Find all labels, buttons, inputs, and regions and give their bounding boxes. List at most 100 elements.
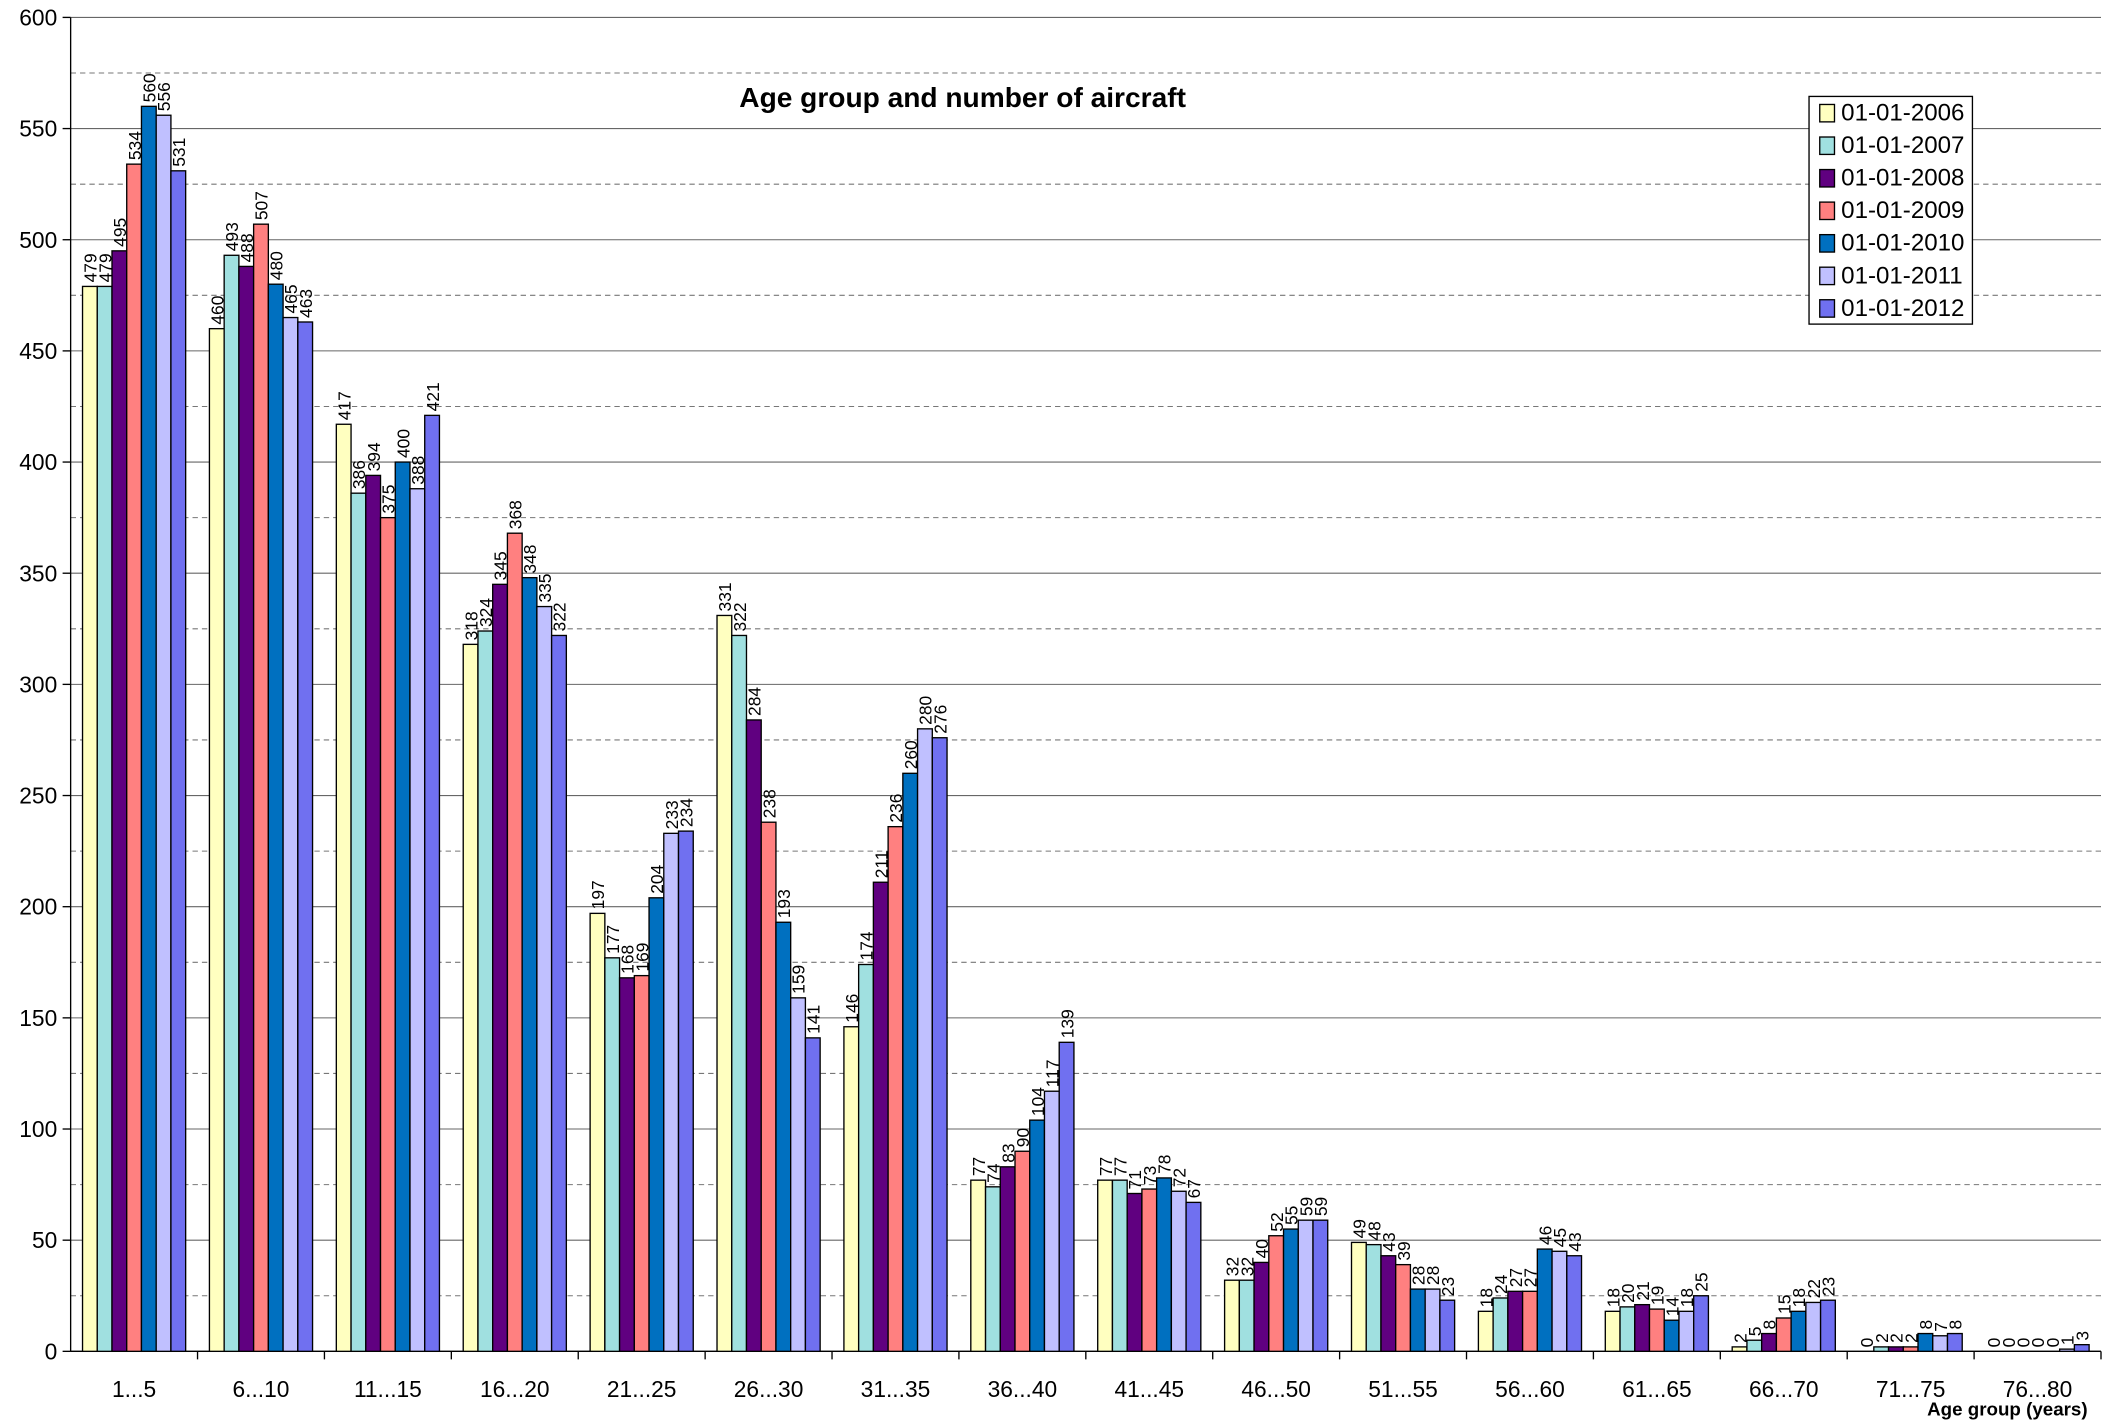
bar (604, 957, 621, 1353)
bar (1819, 1299, 1836, 1353)
data-label: 280 (916, 696, 936, 725)
data-label: 0 (1857, 1338, 1877, 1348)
bar (970, 1179, 987, 1353)
data-label: 27 (1506, 1268, 1526, 1287)
bar (1775, 1317, 1792, 1353)
bar (96, 285, 113, 1353)
data-label: 139 (1057, 1009, 1077, 1038)
y-tick-label: 250 (19, 783, 57, 809)
bar (2058, 1348, 2076, 1353)
x-tick-label: 76...80 (2003, 1376, 2073, 1402)
bar (1932, 1335, 1949, 1353)
bar (1566, 1255, 1583, 1353)
data-label: 331 (715, 582, 735, 611)
data-label: 32 (1223, 1257, 1243, 1276)
data-label: 534 (125, 131, 145, 160)
data-label: 146 (842, 994, 862, 1023)
bar (1477, 1310, 1494, 1353)
bar (1678, 1310, 1695, 1353)
legend-swatch (1819, 103, 1836, 123)
data-label: 234 (677, 798, 697, 827)
bar (424, 414, 441, 1353)
bar (857, 963, 875, 1353)
legend-label: 01-01-2012 (1841, 295, 1964, 322)
bar (126, 163, 143, 1353)
bar (335, 423, 352, 1353)
bar (1126, 1192, 1143, 1353)
data-label: 43 (1565, 1232, 1585, 1251)
bar (297, 321, 314, 1353)
y-tick-label: 0 (45, 1338, 58, 1364)
bar (521, 576, 538, 1353)
data-label: 276 (930, 705, 950, 734)
bar (506, 532, 523, 1353)
data-label: 117 (1043, 1059, 1063, 1087)
bar (843, 1026, 860, 1353)
data-label: 21 (1633, 1281, 1653, 1300)
bar (1521, 1290, 1538, 1353)
y-tick-label: 550 (19, 116, 57, 142)
data-label: 238 (759, 789, 779, 818)
y-tick-label: 150 (19, 1005, 57, 1031)
data-label: 23 (1819, 1277, 1839, 1296)
bar (1029, 1119, 1046, 1353)
legend-swatch (1819, 201, 1836, 221)
bar (282, 316, 299, 1353)
bar (663, 832, 680, 1353)
bar (731, 634, 748, 1353)
data-label: 39 (1394, 1241, 1414, 1260)
x-tick-label: 46...50 (1241, 1376, 1311, 1402)
data-label: 375 (379, 485, 399, 514)
x-tick-label: 66...70 (1749, 1376, 1819, 1402)
bar (1380, 1255, 1397, 1353)
data-label: 479 (81, 253, 101, 282)
data-label: 480 (266, 251, 286, 280)
bar (267, 283, 284, 1353)
bar (1170, 1190, 1187, 1353)
data-label: 421 (423, 382, 443, 411)
data-label: 168 (618, 945, 638, 974)
bar (536, 605, 553, 1353)
data-label: 5 (1745, 1327, 1765, 1337)
data-label: 322 (550, 602, 570, 631)
data-label: 1 (2058, 1335, 2078, 1345)
bar (1223, 1279, 1241, 1353)
data-label: 22 (1804, 1279, 1824, 1298)
bar (365, 474, 382, 1353)
x-tick-label: 16...20 (480, 1376, 550, 1402)
data-label: 8 (1946, 1320, 1966, 1330)
bar (394, 461, 411, 1353)
chart-title: Age group and number of aircraft (739, 82, 1186, 113)
data-label: 59 (1296, 1197, 1316, 1216)
data-label: 74 (984, 1163, 1004, 1183)
bar (1043, 1090, 1060, 1353)
bar (1409, 1288, 1426, 1353)
bar (1902, 1346, 1919, 1353)
y-tick-label: 450 (19, 338, 57, 364)
data-label: 71 (1125, 1170, 1145, 1189)
bar (1439, 1299, 1456, 1353)
bar (1536, 1248, 1553, 1353)
data-label: 15 (1774, 1295, 1794, 1314)
bar (999, 1166, 1016, 1353)
x-axis-title: Age group (years) (1927, 1399, 2087, 1420)
legend-swatch (1819, 233, 1836, 253)
bar (1551, 1250, 1568, 1353)
data-label: 0 (2028, 1338, 2048, 1348)
bar (887, 825, 904, 1353)
y-tick-label: 600 (19, 4, 57, 30)
bar (81, 285, 98, 1353)
data-label: 174 (857, 931, 877, 960)
data-label: 32 (1237, 1257, 1257, 1276)
y-tick-label: 500 (19, 227, 57, 253)
data-label: 0 (1984, 1338, 2004, 1348)
data-label: 388 (408, 456, 428, 485)
bar (379, 516, 396, 1353)
bar (916, 728, 933, 1353)
bar (1141, 1188, 1158, 1353)
data-label: 18 (1476, 1288, 1496, 1307)
bar (1887, 1346, 1904, 1353)
data-label: 324 (476, 598, 496, 627)
bar (223, 254, 240, 1353)
